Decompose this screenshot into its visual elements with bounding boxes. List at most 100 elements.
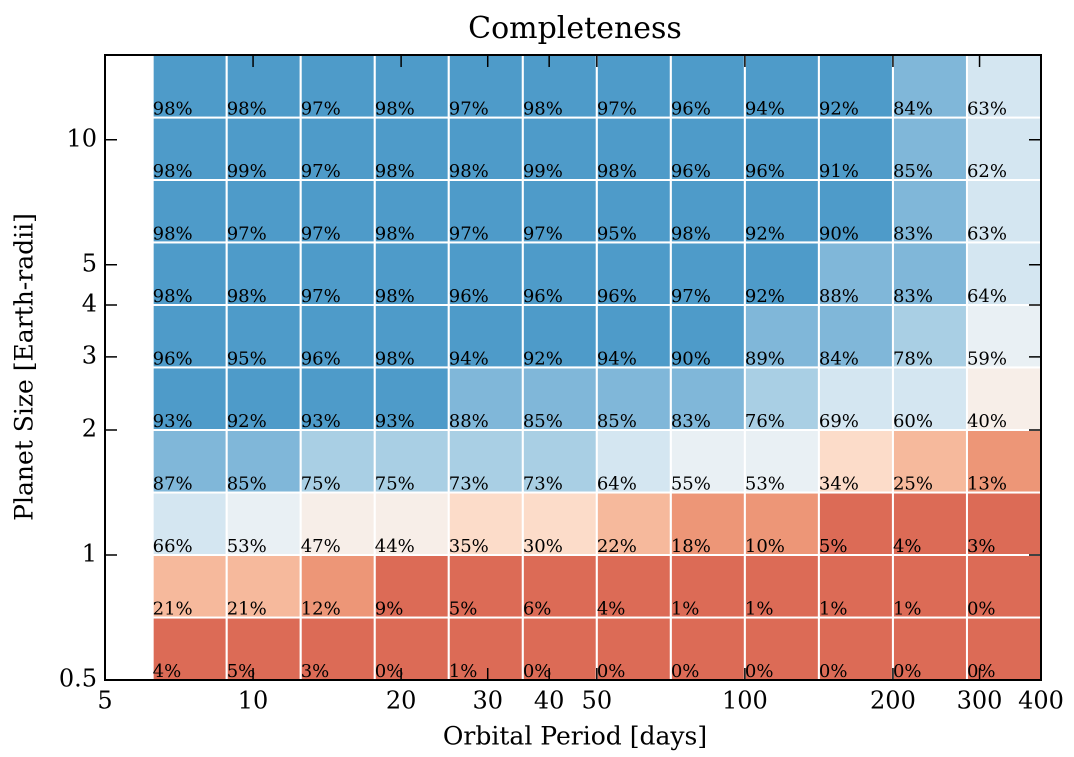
cell-label: 97% xyxy=(449,99,489,120)
cell-label: 62% xyxy=(967,161,1007,182)
cell-label: 12% xyxy=(301,599,341,620)
cell xyxy=(817,491,894,556)
cell-label: 98% xyxy=(227,286,267,307)
cell xyxy=(669,554,746,619)
cell-label: 1% xyxy=(449,661,478,682)
cell-label: 84% xyxy=(819,348,859,369)
cell xyxy=(595,179,672,244)
cell xyxy=(521,366,598,432)
cell-label: 69% xyxy=(819,411,859,432)
cell-label: 94% xyxy=(597,348,637,369)
cell xyxy=(299,179,376,244)
cell xyxy=(891,554,968,619)
cell-label: 30% xyxy=(523,536,563,557)
cell-label: 98% xyxy=(449,161,489,182)
cell-label: 96% xyxy=(523,286,563,307)
cell xyxy=(965,179,1043,244)
cell xyxy=(521,616,598,681)
cell xyxy=(891,179,968,244)
cell-label: 85% xyxy=(523,411,563,432)
cell-label: 0% xyxy=(893,661,922,682)
cell-label: 3% xyxy=(301,661,330,682)
cell-label: 1% xyxy=(671,599,700,620)
cell-label: 92% xyxy=(745,223,785,244)
cell-label: 53% xyxy=(227,536,267,557)
cell-label: 73% xyxy=(449,474,489,495)
cell xyxy=(373,491,450,556)
cell-label: 98% xyxy=(153,223,193,244)
cell xyxy=(743,366,820,432)
cell-label: 5% xyxy=(819,536,848,557)
cell xyxy=(225,54,302,119)
cell-label: 96% xyxy=(597,286,637,307)
cell-label: 18% xyxy=(671,536,711,557)
cell-label: 98% xyxy=(375,348,415,369)
x-tick-label: 10 xyxy=(238,687,269,715)
cell xyxy=(595,554,672,619)
cell-label: 91% xyxy=(819,161,859,182)
cell-label: 6% xyxy=(523,599,552,620)
cell xyxy=(817,179,894,244)
cell-label: 85% xyxy=(597,411,637,432)
cell-label: 85% xyxy=(227,474,267,495)
y-tick-label: 0.5 xyxy=(59,665,97,693)
cell xyxy=(965,491,1043,556)
x-tick-label: 50 xyxy=(582,687,613,715)
cell-label: 59% xyxy=(967,348,1007,369)
cell-label: 97% xyxy=(301,99,341,120)
cell xyxy=(743,116,820,181)
y-tick-label: 4 xyxy=(82,290,97,318)
cell-label: 98% xyxy=(375,99,415,120)
cell xyxy=(891,491,968,556)
cell-label: 63% xyxy=(967,99,1007,120)
cell xyxy=(891,366,968,432)
cell xyxy=(447,179,524,244)
cell-label: 97% xyxy=(597,99,637,120)
cell xyxy=(225,304,302,369)
cell-label: 4% xyxy=(597,599,626,620)
x-tick-label: 30 xyxy=(472,687,503,715)
cell-label: 3% xyxy=(967,536,996,557)
cell-label: 98% xyxy=(153,161,193,182)
cell xyxy=(669,116,746,181)
x-tick-label: 40 xyxy=(534,687,565,715)
chart-title: Completeness xyxy=(468,11,682,46)
cell-label: 98% xyxy=(153,286,193,307)
cell-label: 95% xyxy=(227,348,267,369)
cell-label: 64% xyxy=(597,474,637,495)
cell xyxy=(447,366,524,432)
cell-label: 88% xyxy=(449,411,489,432)
cell-label: 94% xyxy=(449,348,489,369)
cell xyxy=(225,179,302,244)
cell xyxy=(521,429,598,494)
cell-label: 97% xyxy=(301,286,341,307)
cell xyxy=(447,241,524,307)
cell xyxy=(151,554,228,619)
cell xyxy=(743,179,820,244)
cell-label: 22% xyxy=(597,536,637,557)
cell xyxy=(151,616,228,681)
cell xyxy=(299,491,376,556)
cell-label: 44% xyxy=(375,536,415,557)
cell xyxy=(595,116,672,181)
cell xyxy=(891,429,968,494)
cell xyxy=(299,241,376,307)
x-tick-label: 400 xyxy=(1018,687,1064,715)
cell xyxy=(669,179,746,244)
cell-label: 5% xyxy=(227,661,256,682)
y-tick-label: 3 xyxy=(82,341,97,369)
cell-label: 92% xyxy=(819,99,859,120)
cell-label: 35% xyxy=(449,536,489,557)
y-axis-label: Planet Size [Earth-radii] xyxy=(10,213,39,521)
cell-label: 96% xyxy=(301,348,341,369)
cell-label: 90% xyxy=(819,223,859,244)
cell-label: 93% xyxy=(375,411,415,432)
cell-label: 98% xyxy=(375,223,415,244)
cell xyxy=(299,116,376,181)
cell-label: 75% xyxy=(301,474,341,495)
cell xyxy=(817,54,894,119)
cell-label: 98% xyxy=(671,223,711,244)
cell-label: 97% xyxy=(227,223,267,244)
cell-label: 1% xyxy=(819,599,848,620)
